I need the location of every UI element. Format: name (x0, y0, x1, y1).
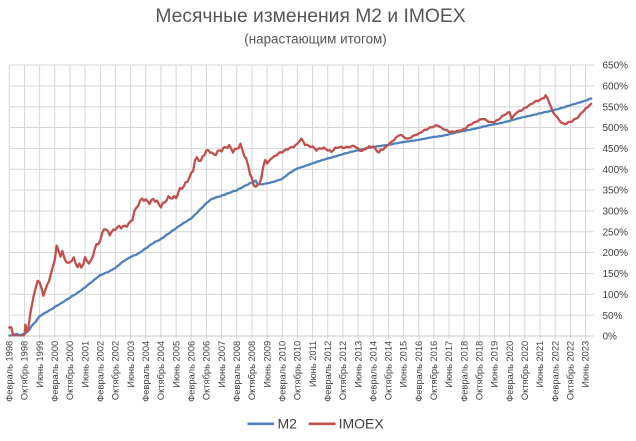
svg-text:100%: 100% (603, 290, 629, 301)
svg-text:Октябрь 2012: Октябрь 2012 (338, 341, 348, 400)
svg-text:Октябрь 2018: Октябрь 2018 (475, 341, 485, 400)
svg-text:Июнь 2017: Июнь 2017 (444, 341, 454, 388)
svg-text:Февраль 2022: Февраль 2022 (550, 341, 560, 402)
svg-text:Октябрь 2008: Октябрь 2008 (247, 341, 257, 400)
svg-text:650%: 650% (603, 61, 629, 72)
svg-text:Февраль 2016: Февраль 2016 (414, 341, 424, 402)
svg-text:250%: 250% (603, 227, 629, 238)
svg-text:Февраль 2010: Февраль 2010 (277, 341, 287, 402)
svg-text:Октябрь 1998: Октябрь 1998 (20, 341, 30, 400)
svg-text:Февраль 2008: Февраль 2008 (232, 341, 242, 402)
svg-text:IMOEX: IMOEX (339, 415, 385, 431)
svg-text:Октябрь 2014: Октябрь 2014 (384, 341, 394, 400)
svg-text:450%: 450% (603, 144, 629, 155)
svg-text:Октябрь 2010: Октябрь 2010 (293, 341, 303, 400)
svg-text:Июнь 2001: Июнь 2001 (80, 341, 90, 388)
svg-text:Июнь 2021: Июнь 2021 (535, 341, 545, 388)
svg-text:Месячные изменения М2 и IMOEX: Месячные изменения М2 и IMOEX (155, 6, 465, 27)
svg-text:Февраль 2004: Февраль 2004 (141, 341, 151, 402)
svg-text:Февраль 2014: Февраль 2014 (368, 341, 378, 402)
svg-text:Июнь 1999: Июнь 1999 (35, 341, 45, 388)
svg-text:Июнь 2005: Июнь 2005 (171, 341, 181, 388)
svg-text:0%: 0% (603, 332, 618, 343)
svg-text:Февраль 1998: Февраль 1998 (5, 341, 15, 402)
svg-text:50%: 50% (603, 311, 623, 322)
svg-text:200%: 200% (603, 248, 629, 259)
svg-text:Июнь 2019: Июнь 2019 (490, 341, 500, 388)
svg-text:Февраль 2012: Февраль 2012 (323, 341, 333, 402)
svg-text:Июнь 2011: Июнь 2011 (308, 341, 318, 387)
svg-text:600%: 600% (603, 82, 629, 93)
svg-text:Июнь 2015: Июнь 2015 (399, 341, 409, 388)
svg-text:Июнь 2007: Июнь 2007 (217, 341, 227, 388)
svg-text:400%: 400% (603, 165, 629, 176)
svg-text:М2: М2 (278, 415, 298, 431)
svg-text:500%: 500% (603, 123, 629, 134)
svg-text:Февраль 2018: Февраль 2018 (459, 341, 469, 402)
svg-text:Октябрь 2000: Октябрь 2000 (65, 341, 75, 400)
svg-text:Февраль 2006: Февраль 2006 (186, 341, 196, 402)
svg-text:350%: 350% (603, 186, 629, 197)
svg-text:Февраль 2000: Февраль 2000 (50, 341, 60, 402)
svg-text:300%: 300% (603, 207, 629, 218)
svg-text:150%: 150% (603, 269, 629, 280)
svg-text:Июнь 2013: Июнь 2013 (353, 341, 363, 388)
svg-text:Октябрь 2004: Октябрь 2004 (156, 341, 166, 400)
svg-text:Июнь 2009: Июнь 2009 (262, 341, 272, 388)
svg-text:(нарастающим итогом): (нарастающим итогом) (244, 32, 386, 47)
svg-text:Октябрь 2020: Октябрь 2020 (520, 341, 530, 400)
svg-text:Февраль 2002: Февраль 2002 (95, 341, 105, 402)
svg-text:550%: 550% (603, 102, 629, 113)
svg-text:Июнь 2003: Июнь 2003 (126, 341, 136, 388)
svg-text:Февраль 2020: Февраль 2020 (505, 341, 515, 402)
svg-text:Октябрь 2016: Октябрь 2016 (429, 341, 439, 400)
svg-text:Октябрь 2002: Октябрь 2002 (111, 341, 121, 400)
svg-text:Октябрь 2022: Октябрь 2022 (566, 341, 576, 400)
svg-text:Июнь 2023: Июнь 2023 (581, 341, 591, 388)
svg-text:Октябрь 2006: Октябрь 2006 (202, 341, 212, 400)
